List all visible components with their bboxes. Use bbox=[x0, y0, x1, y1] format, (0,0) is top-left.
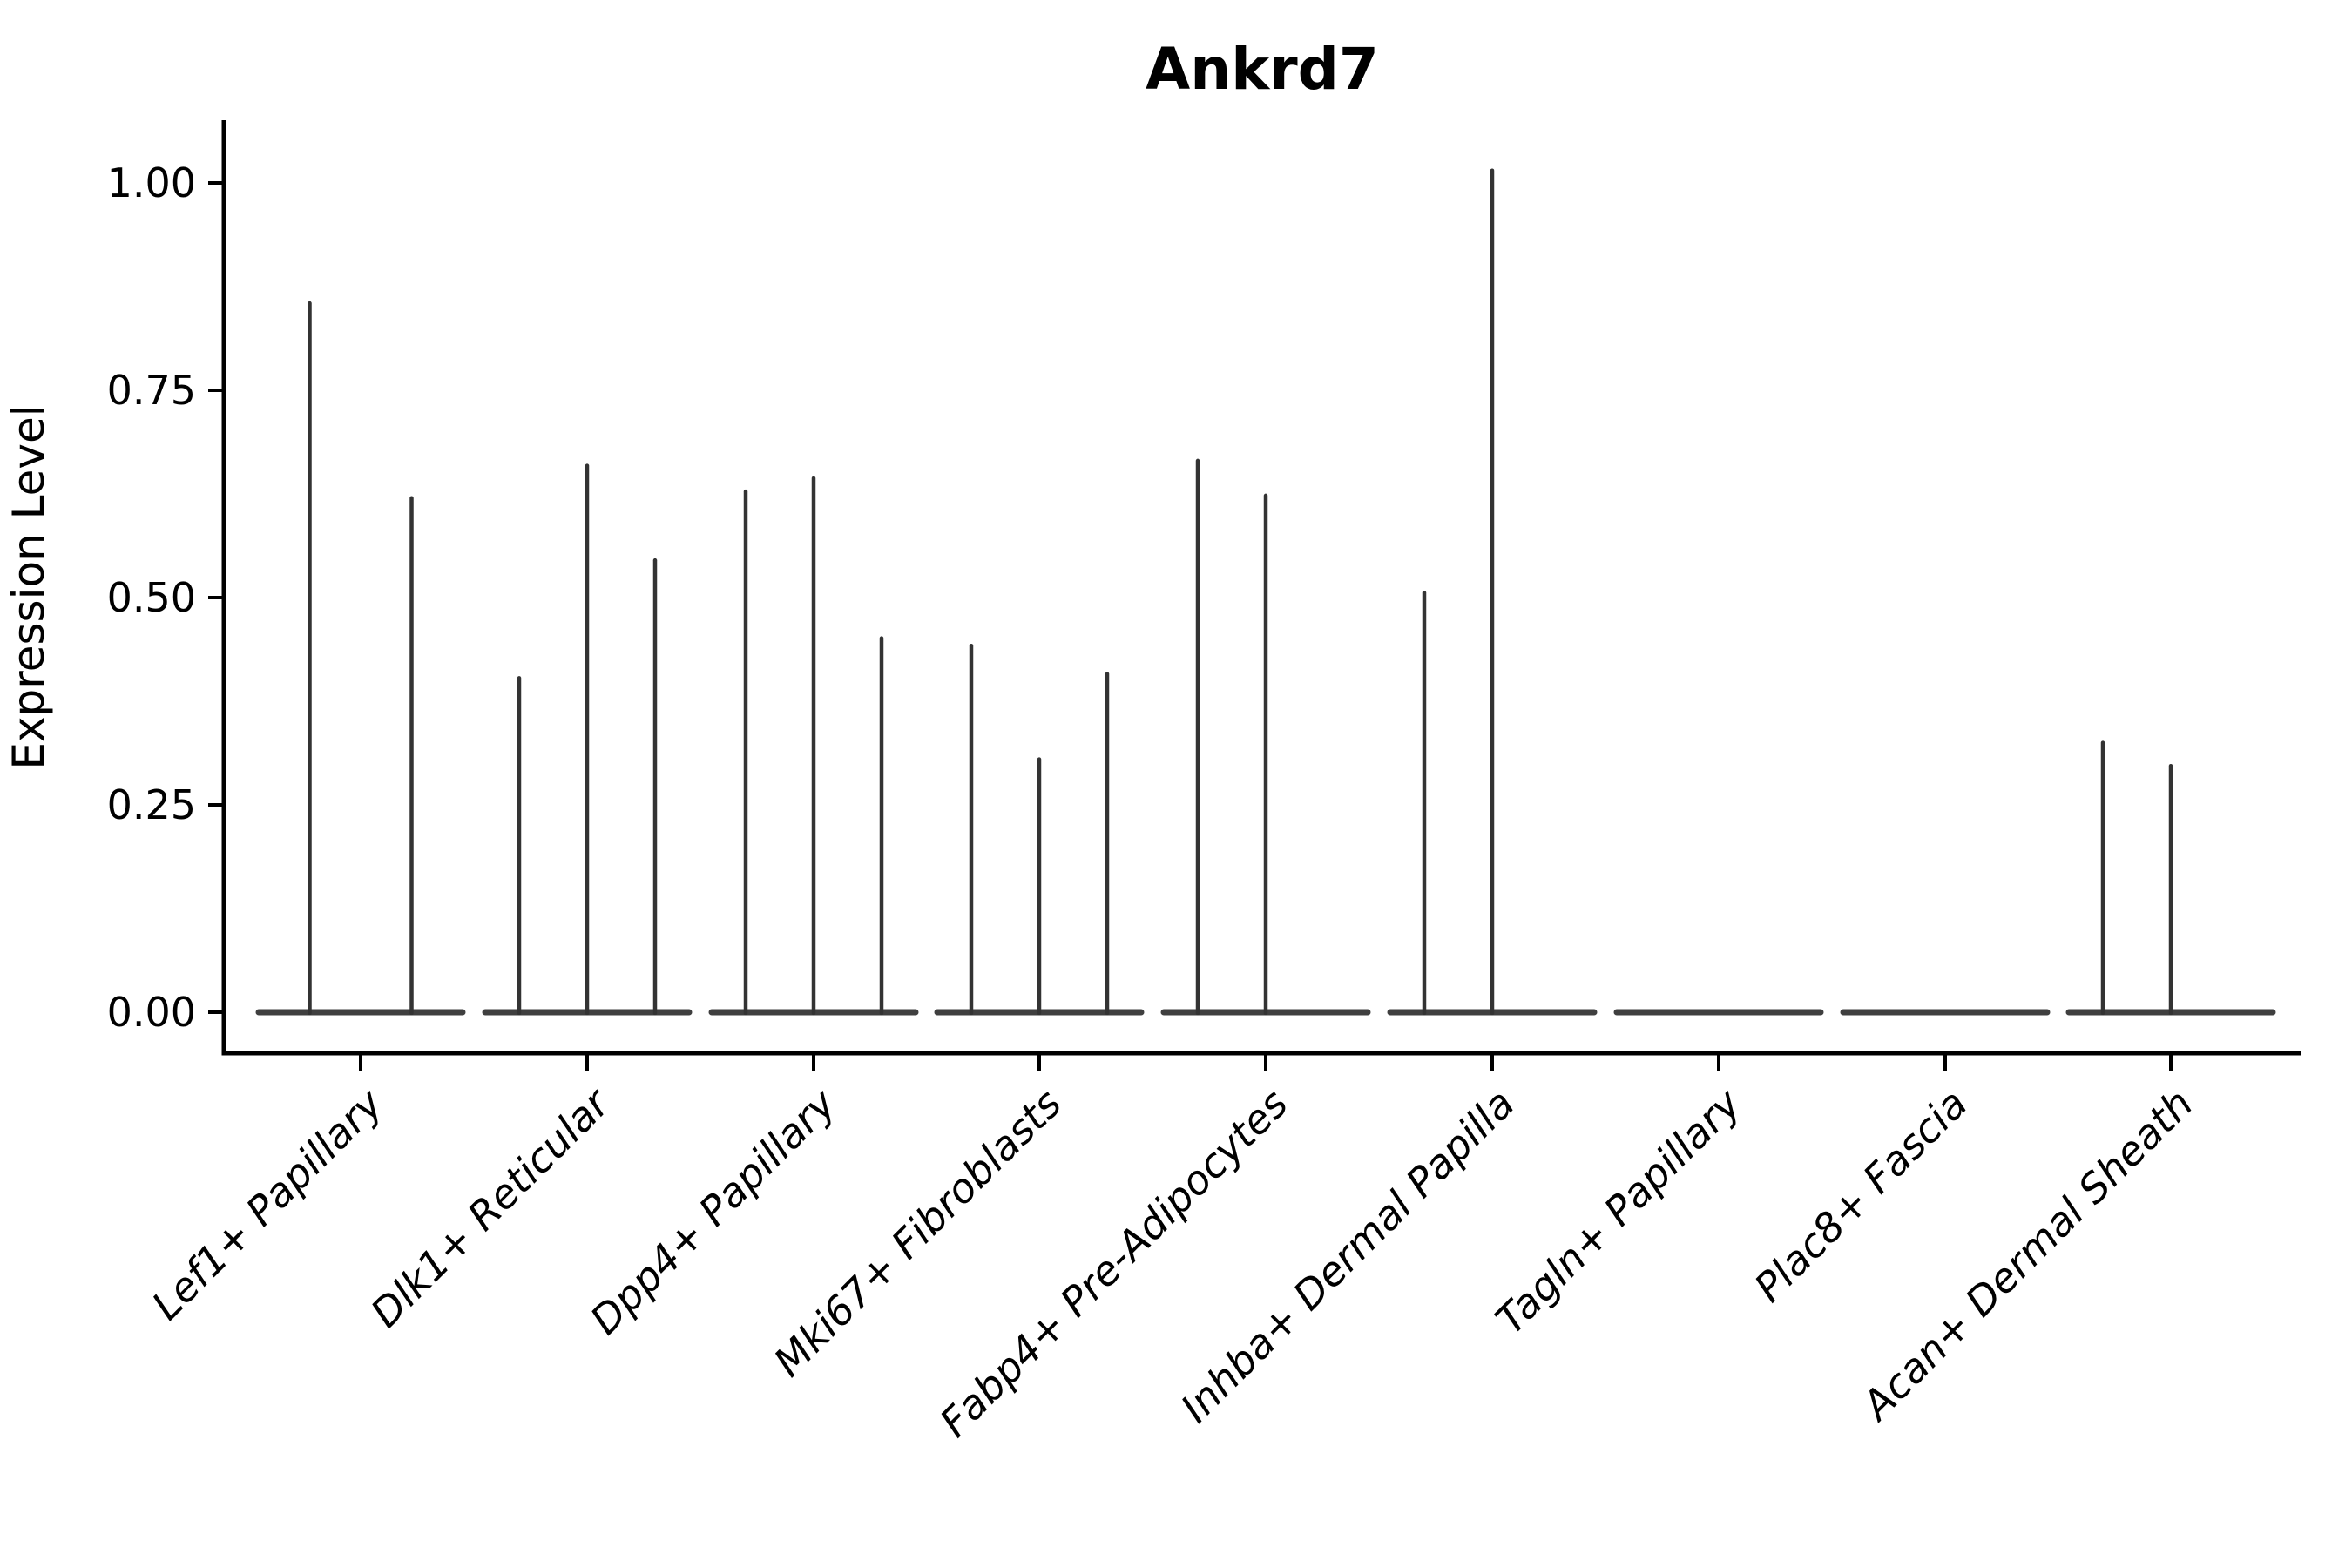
x-category-label: Lef1+ Papillary bbox=[143, 1079, 392, 1328]
violins bbox=[255, 168, 2276, 1016]
y-tick-label: 0.25 bbox=[107, 781, 196, 828]
y-tick-label: 0.00 bbox=[107, 989, 196, 1036]
x-category-label: Plac8+ Fascia bbox=[1745, 1080, 1976, 1311]
y-tick-label: 0.50 bbox=[107, 574, 196, 621]
axes: 0.00 0.25 0.50 0.75 1.00 bbox=[107, 120, 2301, 1071]
y-axis-label: Expression Level bbox=[3, 404, 54, 769]
x-category-label: Tagln+ Papillary bbox=[1486, 1079, 1750, 1343]
chart-title: Ankrd7 bbox=[1146, 36, 1379, 103]
y-tick-label: 1.00 bbox=[107, 159, 196, 206]
x-category-label: Dpp4+ Papillary bbox=[581, 1079, 845, 1343]
y-tick-label: 0.75 bbox=[107, 367, 196, 414]
x-category-label: Dlk1+ Reticular bbox=[362, 1078, 620, 1336]
